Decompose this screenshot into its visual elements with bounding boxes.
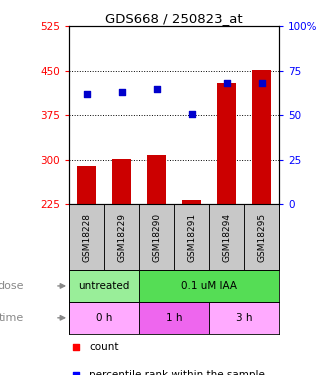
Text: GSM18290: GSM18290 — [152, 213, 161, 262]
Text: time: time — [0, 313, 24, 323]
Text: GSM18295: GSM18295 — [257, 213, 266, 262]
Text: GSM18229: GSM18229 — [117, 213, 126, 262]
Point — [74, 344, 79, 350]
Bar — [209, 302, 279, 334]
Bar — [104, 204, 139, 270]
Bar — [147, 155, 166, 204]
Bar — [252, 70, 271, 204]
Text: count: count — [89, 342, 119, 352]
Point — [84, 91, 89, 97]
Text: untreated: untreated — [78, 281, 130, 291]
Bar — [112, 159, 131, 204]
Bar — [69, 204, 104, 270]
Text: 3 h: 3 h — [236, 313, 253, 323]
Point — [74, 372, 79, 375]
Text: GSM18294: GSM18294 — [222, 213, 231, 262]
Bar — [77, 166, 96, 204]
Bar — [139, 270, 279, 302]
Text: dose: dose — [0, 281, 24, 291]
Point — [119, 89, 124, 95]
Point — [224, 80, 229, 86]
Text: GSM18228: GSM18228 — [82, 213, 91, 262]
Bar — [217, 82, 236, 204]
Text: 1 h: 1 h — [166, 313, 182, 323]
Text: 0 h: 0 h — [96, 313, 112, 323]
Bar — [69, 270, 139, 302]
Point — [189, 111, 194, 117]
Point — [154, 86, 159, 92]
Text: GSM18291: GSM18291 — [187, 213, 196, 262]
Bar — [244, 204, 279, 270]
Bar — [69, 302, 139, 334]
Bar — [182, 200, 201, 204]
Text: percentile rank within the sample: percentile rank within the sample — [89, 369, 265, 375]
Title: GDS668 / 250823_at: GDS668 / 250823_at — [105, 12, 243, 25]
Bar — [209, 204, 244, 270]
Bar — [174, 204, 209, 270]
Text: 0.1 uM IAA: 0.1 uM IAA — [181, 281, 237, 291]
Bar — [139, 302, 209, 334]
Point — [259, 80, 264, 86]
Bar — [139, 204, 174, 270]
